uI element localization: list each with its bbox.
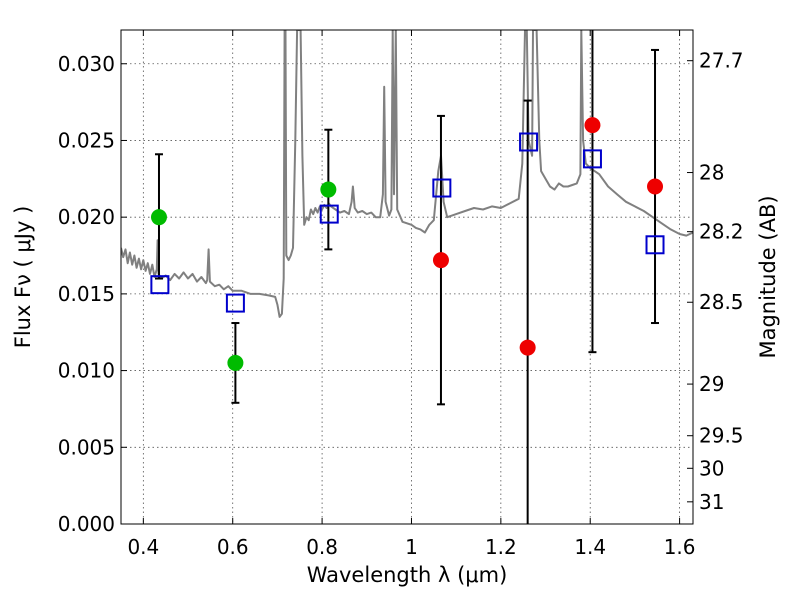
x-tick-label: 1 [405, 535, 418, 559]
mag-tick-label: 28.5 [699, 290, 744, 314]
model-point [150, 275, 170, 295]
observed-point [432, 252, 449, 269]
mag-tick-label: 27.7 [699, 49, 744, 73]
x-tick-label: 1.4 [574, 535, 606, 559]
observed-point [647, 178, 664, 195]
y-tick-label: 0.020 [58, 205, 115, 229]
mag-tick-label: 31 [699, 490, 724, 514]
y-tick-label: 0.025 [58, 128, 115, 152]
mag-tick-label: 28 [699, 161, 724, 185]
y-tick-label: 0.010 [58, 359, 115, 383]
model-point [319, 204, 339, 224]
mag-tick-label: 29 [699, 372, 724, 396]
model-point [225, 293, 245, 313]
tick-layer: 0.4 0.6 0.8 1 1.2 1.4 1.6 0.000 0.005 0.010 0.015 0… [58, 30, 744, 559]
y-axis-label: Flux Fν ( μJy ) [11, 206, 35, 349]
y2-axis-label: Magnitude (AB) [756, 195, 780, 358]
point-layer [150, 117, 665, 371]
spectrum-line [121, 30, 693, 318]
mag-tick-label: 29.5 [699, 424, 744, 448]
y-tick-label: 0.000 [58, 512, 115, 536]
spectrum-layer [121, 30, 693, 318]
x-tick-label: 0.4 [127, 535, 159, 559]
x-tick-label: 1.2 [485, 535, 517, 559]
model-point [645, 235, 665, 255]
observed-point [519, 339, 536, 356]
y-tick-label: 0.015 [58, 282, 115, 306]
mag-tick-label: 30 [699, 456, 724, 480]
observed-point [584, 117, 601, 134]
model-point [519, 132, 539, 152]
plot-frame [120, 29, 694, 525]
observed-point [227, 354, 244, 371]
y-tick-label: 0.005 [58, 435, 115, 459]
mag-tick-label: 28.2 [699, 220, 744, 244]
model-point [432, 178, 452, 198]
y-tick-label: 0.030 [58, 52, 115, 76]
model-point [582, 149, 602, 169]
x-tick-label: 0.6 [217, 535, 249, 559]
x-tick-label: 1.6 [664, 535, 696, 559]
x-tick-label: 0.8 [306, 535, 338, 559]
x-axis-label: Wavelength λ (μm) [307, 563, 508, 587]
observed-point [320, 181, 337, 198]
observed-point [150, 209, 167, 226]
plot-area [121, 30, 693, 524]
